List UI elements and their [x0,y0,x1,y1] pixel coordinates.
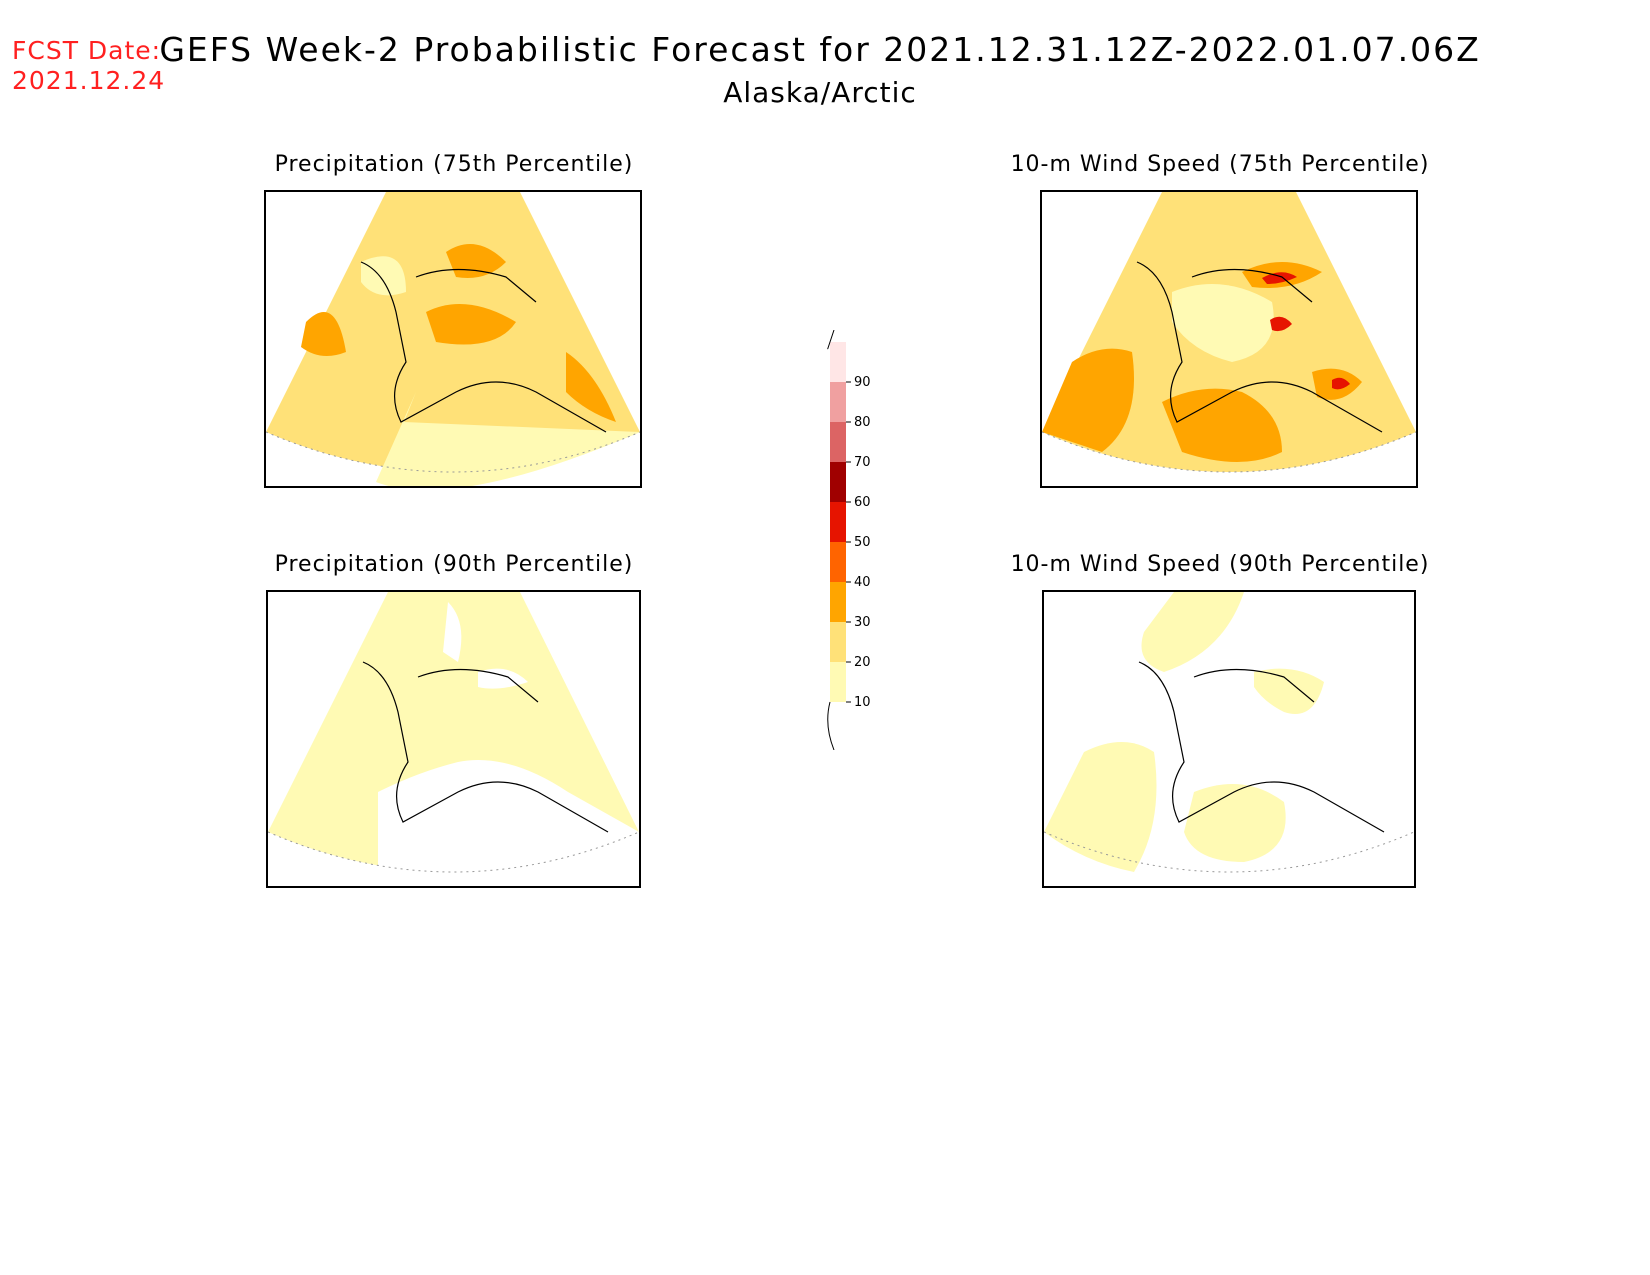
map-precip-90 [266,590,641,888]
panel-title-precip-90: Precipitation (90th Percentile) [274,552,634,577]
colorbar-swatch [830,342,846,382]
colorbar-swatch [830,662,846,702]
page-title: GEFS Week-2 Probabilistic Forecast for 2… [159,30,1481,69]
colorbar-swatch [830,542,846,582]
region-subtitle: Alaska/Arctic [723,76,917,109]
colorbar-label: 10 [854,695,871,710]
colorbar-label: 80 [854,415,871,430]
colorbar-label: 20 [854,655,871,670]
panel-title-wind-75: 10-m Wind Speed (75th Percentile) [1010,152,1430,177]
panel-title-precip-75: Precipitation (75th Percentile) [274,152,634,177]
colorbar-label: 40 [854,575,871,590]
colorbar-swatch [830,582,846,622]
map-wind-75 [1040,190,1418,488]
forecast-date: FCST Date: 2021.12.24 [12,36,165,96]
colorbar-swatch [830,422,846,462]
forecast-date-label: FCST Date: [12,36,162,65]
map-precip-75 [264,190,642,488]
colorbar-label: 60 [854,495,871,510]
map-wind-90 [1042,590,1416,888]
colorbar-label: 50 [854,535,871,550]
colorbar-label: 30 [854,615,871,630]
colorbar-label: 90 [854,375,871,390]
colorbar-swatch [830,502,846,542]
colorbar-swatch [830,382,846,422]
colorbar-arc [827,330,835,750]
forecast-date-value: 2021.12.24 [12,66,166,95]
colorbar-swatch [830,622,846,662]
colorbar-swatch [830,462,846,502]
probability-colorbar: 10 20 30 40 50 60 70 80 90 [827,330,871,750]
panel-title-wind-90: 10-m Wind Speed (90th Percentile) [1010,552,1430,577]
colorbar-label: 70 [854,455,871,470]
